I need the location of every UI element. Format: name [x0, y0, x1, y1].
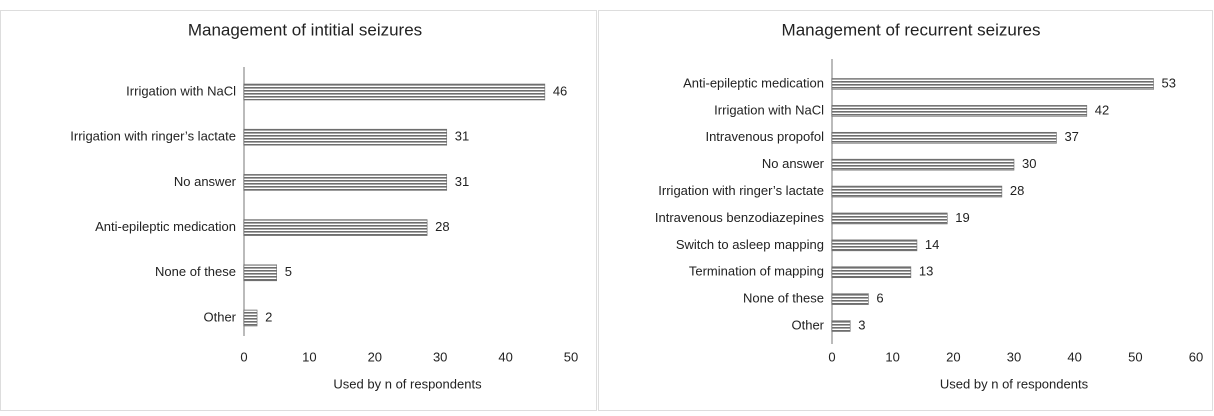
chart-title: Management of intitial seizures: [188, 20, 422, 39]
bar: [243, 128, 448, 146]
data-label: 31: [455, 129, 469, 144]
y-tick-label: None of these: [155, 264, 236, 279]
y-tick-label: Switch to asleep mapping: [676, 237, 824, 252]
data-label: 46: [553, 83, 567, 98]
bar: [243, 83, 546, 101]
bar: [243, 219, 428, 236]
y-tick-label: No answer: [762, 156, 825, 171]
x-tick-label: 10: [302, 349, 316, 364]
x-tick-label: 20: [946, 349, 960, 364]
chart-title: Management of recurrent seizures: [782, 20, 1041, 39]
x-tick-label: 0: [240, 349, 247, 364]
x-tick-label: 40: [498, 349, 512, 364]
y-tick-label: Anti-epileptic medication: [683, 75, 824, 90]
y-tick-label: No answer: [174, 174, 237, 189]
bar: [831, 78, 1154, 90]
bar: [831, 320, 851, 332]
data-label: 13: [919, 264, 933, 279]
y-tick-label: Other: [203, 309, 236, 324]
x-tick-label: 20: [368, 349, 382, 364]
data-label: 14: [925, 237, 939, 252]
y-tick-label: Irrigation with NaCl: [714, 102, 824, 117]
x-tick-label: 30: [433, 349, 447, 364]
bar: [831, 185, 1003, 198]
y-tick-label: None of these: [743, 291, 824, 306]
data-label: 5: [285, 264, 292, 279]
data-label: 42: [1095, 102, 1109, 117]
bar: [831, 105, 1088, 117]
bar: [243, 309, 258, 327]
x-tick-label: 30: [1007, 349, 1021, 364]
data-label: 6: [876, 291, 883, 306]
x-tick-label: 60: [1189, 349, 1203, 364]
data-label: 37: [1064, 129, 1078, 144]
y-tick-label: Irrigation with ringer’s lactate: [658, 183, 824, 198]
data-label: 31: [455, 174, 469, 189]
y-tick-label: Irrigation with ringer’s lactate: [70, 129, 236, 144]
bar: [831, 239, 918, 252]
bar: [243, 264, 278, 282]
data-label: 53: [1162, 75, 1176, 90]
y-tick-label: Intravenous propofol: [705, 129, 824, 144]
x-axis-label: Used by n of respondents: [333, 376, 482, 391]
x-axis-label: Used by n of respondents: [940, 376, 1089, 391]
y-tick-label: Anti-epileptic medication: [95, 219, 236, 234]
y-tick-label: Intravenous benzodiazepines: [655, 210, 825, 225]
x-tick-label: 40: [1067, 349, 1081, 364]
bar: [831, 131, 1057, 144]
bar: [831, 212, 948, 225]
data-label: 3: [858, 317, 865, 332]
x-tick-label: 10: [885, 349, 899, 364]
x-tick-label: 0: [828, 349, 835, 364]
x-tick-label: 50: [1128, 349, 1142, 364]
bar: [831, 158, 1015, 171]
x-tick-label: 50: [564, 349, 578, 364]
y-tick-label: Irrigation with NaCl: [126, 83, 236, 98]
data-label: 28: [435, 219, 449, 234]
data-label: 30: [1022, 156, 1036, 171]
data-label: 2: [265, 309, 272, 324]
bar: [243, 174, 448, 191]
data-label: 19: [955, 210, 969, 225]
bar: [831, 293, 869, 305]
bar: [831, 266, 912, 279]
data-label: 28: [1010, 183, 1024, 198]
y-tick-label: Termination of mapping: [689, 264, 824, 279]
y-tick-label: Other: [791, 317, 824, 332]
